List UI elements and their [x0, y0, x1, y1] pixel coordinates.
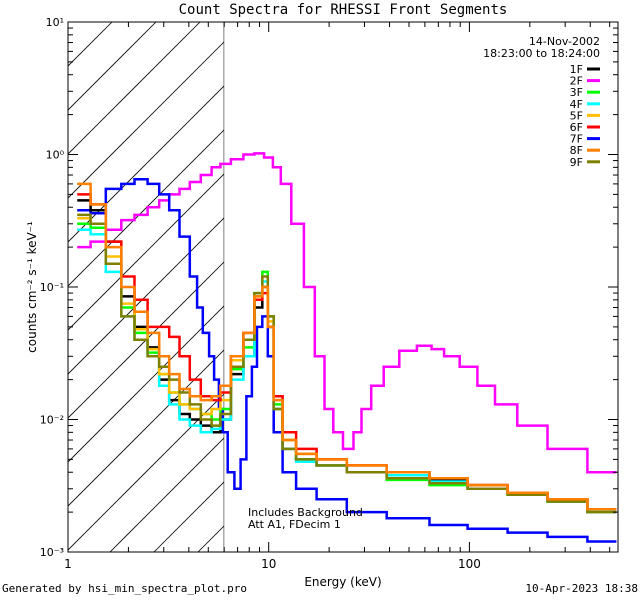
background-note: Includes Background	[248, 506, 363, 519]
series-9F	[77, 213, 617, 514]
x-tick-label: 1	[64, 557, 72, 571]
series-layer	[77, 152, 617, 543]
footer-generated: Generated by hsi_min_spectra_plot.pro	[2, 582, 248, 595]
series-7F	[77, 178, 617, 543]
legend-label-5F: 5F	[570, 109, 583, 122]
legend-label-9F: 9F	[570, 156, 583, 169]
y-tick-label: 10⁻¹	[40, 281, 64, 294]
legend-label-6F: 6F	[570, 121, 583, 134]
footer-timestamp: 10-Apr-2023 18:38	[525, 582, 638, 595]
legend-label-1F: 1F	[570, 63, 583, 76]
x-axis-label: Energy (keV)	[304, 575, 381, 589]
background-hatch-region	[68, 22, 618, 552]
legend-label-8F: 8F	[570, 144, 583, 157]
series-2F	[77, 152, 617, 474]
y-tick-label: 10⁻³	[40, 546, 64, 559]
hatch-line	[68, 22, 289, 243]
axis-layer: 1 10 100 10⁻³ 10⁻² 10⁻¹ 10⁰ 10¹	[40, 16, 618, 571]
hatch-line	[68, 22, 201, 155]
hatch-line	[68, 22, 245, 199]
legend-label-7F: 7F	[570, 133, 583, 146]
y-tick-label: 10⁻²	[40, 414, 64, 427]
x-tick-label: 100	[458, 557, 481, 571]
y-tick-label: 10¹	[46, 16, 64, 29]
y-axis-label: counts cm⁻² s⁻¹ keV⁻¹	[25, 221, 39, 353]
legend-label-4F: 4F	[570, 98, 583, 111]
date-label: 14-Nov-2002	[529, 35, 600, 48]
legend-label-3F: 3F	[570, 86, 583, 99]
chart-title: Count Spectra for RHESSI Front Segments	[179, 2, 508, 18]
y-tick-label: 10⁰	[46, 149, 65, 162]
time-range-label: 18:23:00 to 18:24:00	[483, 47, 600, 60]
series-8F	[77, 182, 617, 511]
attenuator-note: Att A1, FDecim 1	[248, 518, 341, 531]
hatch-mask	[224, 22, 618, 552]
legend-label-2F: 2F	[570, 75, 583, 88]
x-tick-label: 10	[261, 557, 276, 571]
